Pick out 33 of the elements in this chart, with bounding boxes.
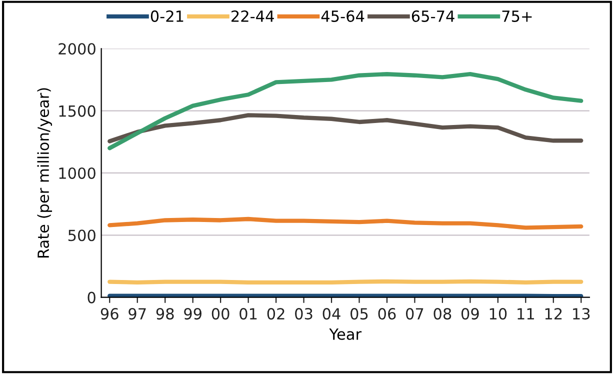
y-tick-label: 1500 [59,105,96,117]
x-tick-label: 00 [212,308,230,320]
y-tick-label: 500 [68,230,96,242]
legend-label: 0-21 [150,10,184,22]
x-tick-label: 08 [434,308,452,320]
x-tick-label: 11 [518,308,534,320]
legend-label: 65-74 [412,10,454,22]
y-tick-label: 1000 [59,167,96,179]
line-series [108,72,584,150]
x-tick-label: 07 [406,308,424,320]
line-series [108,216,584,230]
x-tick-label: 09 [461,308,479,320]
legend-label: 22-44 [232,10,274,22]
y-tick-label: 2000 [58,43,96,55]
x-tick-label: 13 [573,308,590,320]
x-tick-label: 12 [545,308,562,320]
x-tick-label: 05 [350,308,368,320]
x-tick-label: 01 [240,308,257,320]
y-axis-title: Rate (per million/year) [37,88,52,258]
legend-label: 45-64 [321,10,364,22]
x-tick-label: 03 [295,308,312,320]
legend-label: 75+ [502,10,532,22]
x-tick-label: 98 [156,308,174,320]
x-tick-label: 04 [322,308,340,320]
line-series [108,113,584,144]
x-tick-label: 10 [490,308,507,320]
x-axis-title: Year [329,328,362,340]
x-tick-label: 96 [100,308,118,320]
x-tick-label: 99 [184,308,202,320]
x-tick-label: 02 [267,308,284,320]
x-tick-label: 06 [378,308,396,320]
y-tick-label: 0 [88,292,96,304]
x-tick-label: 97 [128,308,146,320]
